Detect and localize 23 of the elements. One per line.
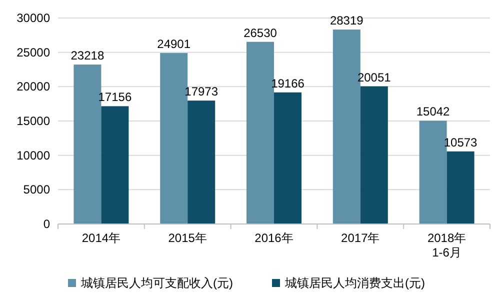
bar <box>101 106 129 224</box>
x-tick-label: 2017年 <box>341 231 380 245</box>
data-label: 26530 <box>244 26 278 40</box>
y-tick-label: 30000 <box>16 11 50 25</box>
y-tick-label: 5000 <box>23 182 50 197</box>
bar <box>246 42 274 224</box>
x-tick-label: 2018年 1-6月 <box>427 231 466 260</box>
data-label: 23218 <box>70 48 104 63</box>
y-tick-label: 15000 <box>16 114 50 128</box>
bar <box>188 100 216 224</box>
y-tick-label: 10000 <box>16 148 50 162</box>
data-label: 24901 <box>157 37 191 52</box>
y-tick-label: 20000 <box>16 80 50 94</box>
x-tick-label: 2014年 <box>82 231 121 245</box>
data-label: 15042 <box>416 104 450 119</box>
data-label: 28319 <box>330 14 364 28</box>
bar <box>446 151 474 224</box>
bar <box>360 86 388 224</box>
bar <box>274 92 302 224</box>
y-tick-label: 25000 <box>16 45 50 60</box>
x-tick-label: 2016年 <box>254 231 294 245</box>
x-tick-label: 2015年 <box>168 231 207 245</box>
y-tick-label: 0 <box>43 217 50 231</box>
